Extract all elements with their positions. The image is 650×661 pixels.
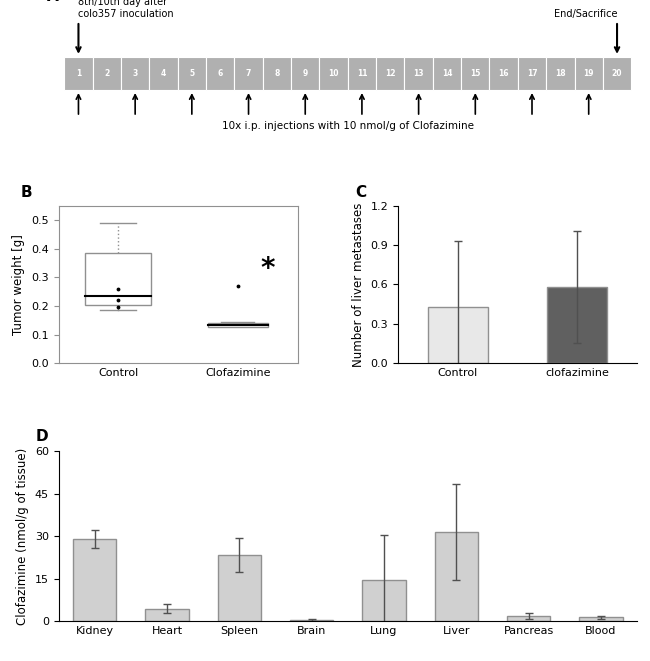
FancyBboxPatch shape xyxy=(348,57,376,90)
Text: 4: 4 xyxy=(161,69,166,78)
Text: *: * xyxy=(261,254,275,283)
Text: 16: 16 xyxy=(499,69,509,78)
Text: 19: 19 xyxy=(584,69,594,78)
Bar xyxy=(547,287,607,363)
Y-axis label: Clofazimine (nmol/g of tissue): Clofazimine (nmol/g of tissue) xyxy=(16,447,29,625)
FancyBboxPatch shape xyxy=(291,57,319,90)
Text: 6: 6 xyxy=(218,69,223,78)
Text: A: A xyxy=(47,0,58,5)
FancyBboxPatch shape xyxy=(64,57,93,90)
Text: 7: 7 xyxy=(246,69,251,78)
Text: End/Sacrifice: End/Sacrifice xyxy=(554,9,617,19)
FancyBboxPatch shape xyxy=(433,57,461,90)
Text: 10x i.p. injections with 10 nmol/g of Clofazimine: 10x i.p. injections with 10 nmol/g of Cl… xyxy=(222,122,474,132)
FancyBboxPatch shape xyxy=(518,57,546,90)
Text: 10: 10 xyxy=(328,69,339,78)
FancyBboxPatch shape xyxy=(319,57,348,90)
Text: 8: 8 xyxy=(274,69,280,78)
FancyBboxPatch shape xyxy=(263,57,291,90)
FancyBboxPatch shape xyxy=(546,57,575,90)
Text: 17: 17 xyxy=(526,69,538,78)
FancyBboxPatch shape xyxy=(235,57,263,90)
FancyBboxPatch shape xyxy=(206,57,235,90)
Bar xyxy=(579,617,623,621)
Text: 8th/10th day after
colo357 inoculation: 8th/10th day after colo357 inoculation xyxy=(79,0,174,19)
Bar xyxy=(507,615,550,621)
Bar xyxy=(362,580,406,621)
Text: 12: 12 xyxy=(385,69,395,78)
FancyBboxPatch shape xyxy=(376,57,404,90)
Bar xyxy=(208,323,268,327)
Bar xyxy=(435,532,478,621)
FancyBboxPatch shape xyxy=(150,57,177,90)
Bar xyxy=(73,539,116,621)
Text: 20: 20 xyxy=(612,69,622,78)
FancyBboxPatch shape xyxy=(461,57,489,90)
Text: 3: 3 xyxy=(133,69,138,78)
Bar xyxy=(428,307,488,363)
FancyBboxPatch shape xyxy=(93,57,121,90)
Text: D: D xyxy=(35,429,48,444)
Bar xyxy=(146,609,188,621)
Text: 5: 5 xyxy=(189,69,194,78)
FancyBboxPatch shape xyxy=(121,57,150,90)
Text: 2: 2 xyxy=(104,69,109,78)
FancyBboxPatch shape xyxy=(177,57,206,90)
Text: C: C xyxy=(355,184,366,200)
FancyBboxPatch shape xyxy=(404,57,433,90)
FancyBboxPatch shape xyxy=(575,57,603,90)
FancyBboxPatch shape xyxy=(489,57,518,90)
Text: 13: 13 xyxy=(413,69,424,78)
Text: 1: 1 xyxy=(76,69,81,78)
Text: 18: 18 xyxy=(555,69,566,78)
Y-axis label: Tumor weight [g]: Tumor weight [g] xyxy=(12,234,25,335)
Text: 11: 11 xyxy=(357,69,367,78)
Text: 14: 14 xyxy=(442,69,452,78)
Bar xyxy=(290,620,333,621)
Bar xyxy=(85,253,151,305)
Y-axis label: Number of liver metastases: Number of liver metastases xyxy=(352,202,365,367)
Text: B: B xyxy=(20,184,32,200)
Text: 15: 15 xyxy=(470,69,480,78)
Text: 9: 9 xyxy=(303,69,308,78)
Bar xyxy=(218,555,261,621)
FancyBboxPatch shape xyxy=(603,57,631,90)
